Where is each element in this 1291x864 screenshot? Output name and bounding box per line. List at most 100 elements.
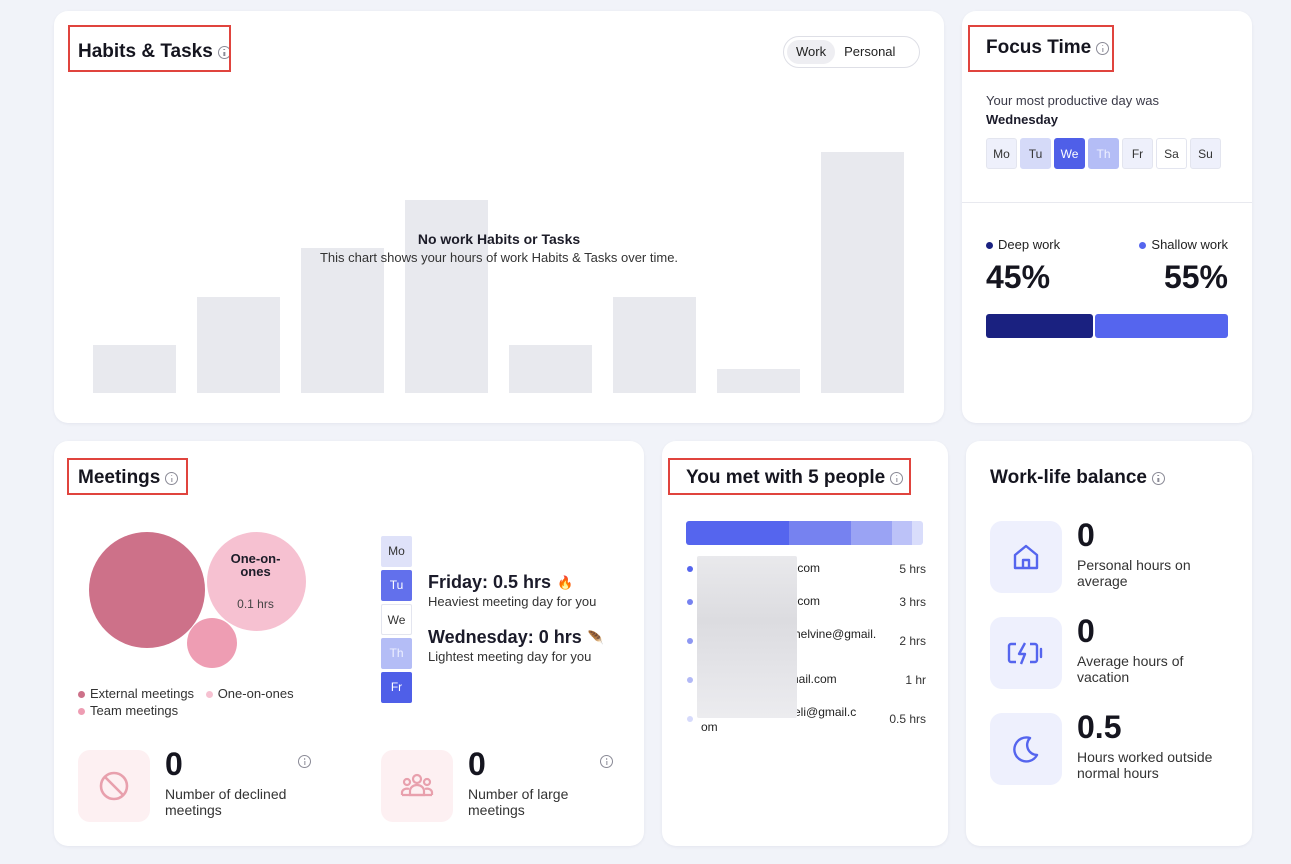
legend-one-on-ones-dot [205,691,213,699]
day-chip-fr: Fr [1122,138,1153,169]
habits-tasks-card: Habits & Tasks Work Personal No work Hab… [54,11,944,423]
meeting-day-mo: Mo [381,536,412,567]
person-row: .com 3 hrs [684,594,926,614]
deep-work-percent: 45% [986,259,1051,295]
external-meetings-bubble[interactable] [89,532,205,648]
day-chip-su: Su [1190,138,1221,169]
person-dot [687,566,693,572]
one-on-ones-bubble-label: One-on-ones [230,551,281,579]
productive-day-value: Wednesday [986,112,1059,127]
shallow-work-legend: Shallow work [1139,237,1228,252]
person-dot [687,599,693,605]
empty-state: No work Habits or Tasks This chart shows… [254,231,744,265]
info-icon[interactable] [890,471,904,485]
redacted-emails-blur [697,556,797,718]
day-chip-th: Th [1088,138,1119,169]
day-chip-mo: Mo [986,138,1017,169]
work-personal-toggle: Work Personal [783,36,920,68]
info-icon[interactable] [165,471,179,485]
outside-hours-icon-box [990,713,1062,785]
one-on-ones-bubble-hours: 0.1 hrs [237,597,274,611]
shallow-work-bar [1095,314,1228,338]
info-icon[interactable] [217,45,231,59]
personal-hours-value: 0 [1077,517,1095,553]
work-life-balance-card: Work-life balance 0 Personal hours on av… [966,441,1252,846]
flame-icon: 🔥 [557,574,574,590]
meeting-day-we: We [381,604,412,635]
deep-work-bar [986,314,1093,338]
lightest-day: Wednesday: 0 hrs 🪶 Lightest meeting day … [428,627,604,664]
day-chip-we: We [1054,138,1085,169]
focus-time-title: Focus Time [986,37,1110,59]
deep-work-dot [986,242,993,250]
moon-icon [1013,736,1039,763]
work-life-balance-title: Work-life balance [990,467,1165,489]
focus-time-card: Focus Time Your most productive day was … [962,11,1252,423]
shallow-work-dot [1139,242,1147,250]
people-bar-segment [892,521,912,545]
personal-hours-icon-box [990,521,1062,593]
battery-charging-icon [1007,642,1043,665]
outside-hours-label: Hours worked outside normal hours [1077,749,1213,781]
placeholder-bar [197,297,280,393]
people-card: You met with 5 people .com 5 hrs .com 3 … [662,441,948,846]
people-stacked-bar [686,521,923,545]
people-bar-segment [789,521,851,545]
info-icon[interactable] [298,755,311,768]
declined-meetings-icon-box [78,750,150,822]
meetings-title: Meetings [78,467,179,489]
person-dot [687,716,693,722]
person-dot [687,677,693,683]
meeting-day-tu: Tu [381,570,412,601]
focus-divider [962,202,1252,203]
legend-external: External meetings [78,686,194,701]
day-chip-sa: Sa [1156,138,1187,169]
team-meetings-bubble[interactable] [187,618,237,668]
info-icon[interactable] [1151,471,1165,485]
placeholder-bar [821,152,904,393]
vacation-icon-box [990,617,1062,689]
outside-hours-value: 0.5 [1077,709,1122,745]
large-meetings-icon-box [381,750,453,822]
toggle-work[interactable]: Work [787,40,836,64]
people-bar-segment [912,521,923,545]
info-icon[interactable] [600,755,613,768]
legend-team-dot [78,708,85,716]
meeting-day-th: Th [381,638,412,669]
person-row: eli@gmail.c om 0.5 hrs [684,705,926,737]
person-dot [687,638,693,644]
personal-hours-label: Personal hours on average [1077,557,1191,589]
productive-day-text: Your most productive day was [986,93,1159,108]
legend-external-dot [78,691,85,699]
home-icon [1013,544,1039,570]
one-on-ones-bubble[interactable] [207,532,306,631]
group-icon [400,773,434,797]
people-bar-segment [851,521,892,545]
vacation-hours-label: Average hours of vacation [1077,653,1184,685]
info-icon[interactable] [1096,41,1110,55]
placeholder-bar [93,345,176,393]
large-meetings-label: Number of large meetings [468,786,569,818]
placeholder-bar [301,248,384,393]
shallow-work-percent: 55% [1163,259,1228,295]
toggle-personal[interactable]: Personal [844,44,896,59]
placeholder-bar [509,345,592,393]
meetings-card: Meetings One-on-ones 0.1 hrs External me… [54,441,644,846]
placeholder-bar [613,297,696,393]
habits-tasks-title: Habits & Tasks [78,41,231,63]
placeholder-bar [717,369,800,393]
declined-meetings-label: Number of declined meetings [165,786,287,818]
heaviest-day: Friday: 0.5 hrs 🔥 Heaviest meeting day f… [428,572,597,609]
placeholder-bar [405,200,488,393]
people-bar-segment [686,521,789,545]
people-title: You met with 5 people [686,467,904,489]
day-chip-tu: Tu [1020,138,1051,169]
block-icon [99,771,129,801]
deep-work-legend: Deep work [986,237,1060,252]
person-row: .com 5 hrs [684,561,926,581]
legend-team: Team meetings [78,703,178,718]
feather-icon: 🪶 [587,629,604,645]
empty-state-title: No work Habits or Tasks [417,231,581,247]
large-meetings-count: 0 [468,746,486,782]
empty-state-subtitle: This chart shows your hours of work Habi… [319,250,679,265]
